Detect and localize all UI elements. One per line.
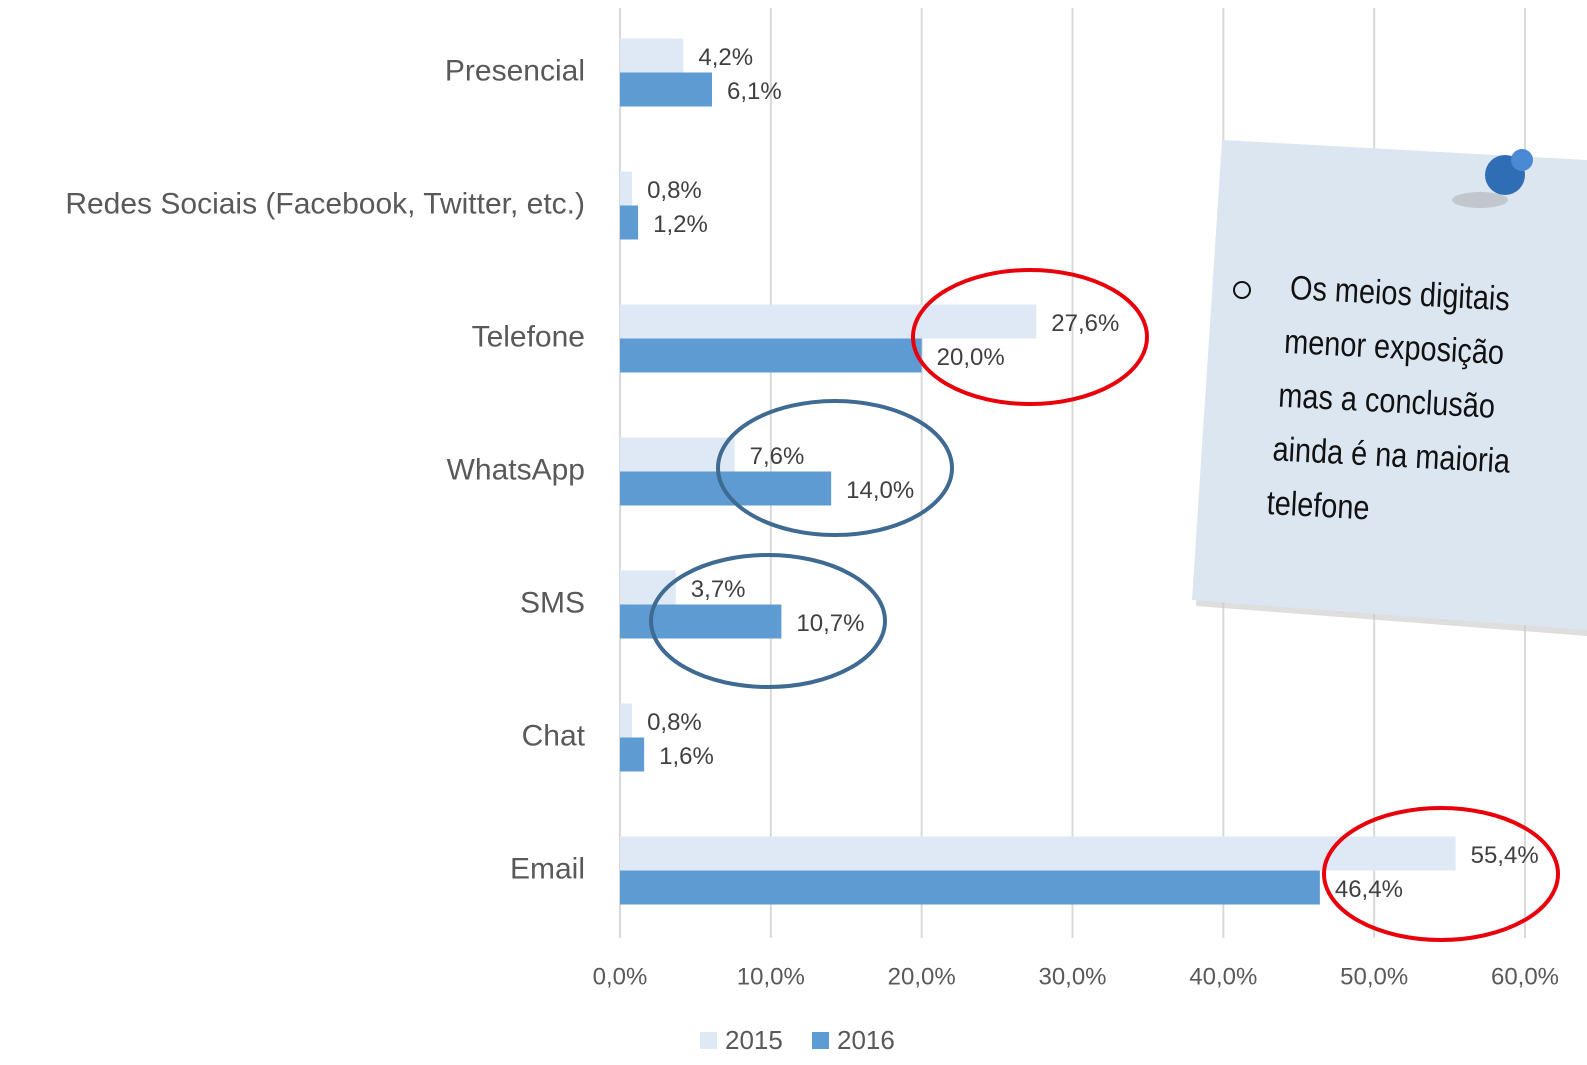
note-paper xyxy=(1192,140,1587,630)
y-tick-label: Telefone xyxy=(472,320,585,353)
value-label: 1,2% xyxy=(653,211,708,238)
y-tick-label: Email xyxy=(510,852,585,885)
bars: 4,2% 6,1% 0,8% 1,2% 27,6% 20,0% 7,6% 14,0% 3,7% 1… xyxy=(620,38,1539,905)
value-label: 3,7% xyxy=(691,576,746,603)
bar xyxy=(620,870,1320,905)
value-label: 14,0% xyxy=(846,477,914,504)
value-label: 1,6% xyxy=(659,743,714,770)
bar xyxy=(620,72,713,107)
value-label: 4,2% xyxy=(698,44,753,71)
y-tick-label: Presencial xyxy=(445,54,585,87)
bar xyxy=(620,171,633,206)
value-label: 7,6% xyxy=(750,443,805,470)
pin-head xyxy=(1511,149,1533,171)
value-label: 10,7% xyxy=(796,610,864,637)
highlight-ellipses xyxy=(649,268,1560,942)
x-tick-label: 60,0% xyxy=(1491,963,1559,990)
legend-label: 2016 xyxy=(837,1025,895,1055)
value-label: 27,6% xyxy=(1051,310,1119,337)
y-tick-label: Chat xyxy=(522,719,586,752)
y-tick-label: SMS xyxy=(520,586,585,619)
pin-shadow xyxy=(1452,192,1508,208)
bar xyxy=(620,338,922,373)
bar xyxy=(620,38,684,73)
value-label: 6,1% xyxy=(727,78,782,105)
x-tick-label: 50,0% xyxy=(1340,963,1408,990)
bar xyxy=(620,205,639,240)
highlight-ellipse xyxy=(649,553,887,689)
value-label: 0,8% xyxy=(647,177,702,204)
bar xyxy=(620,703,633,738)
x-tick-label: 20,0% xyxy=(888,963,956,990)
legend-label: 2015 xyxy=(725,1025,783,1055)
bar xyxy=(620,304,1037,339)
highlight-ellipse xyxy=(716,399,954,537)
x-tick-label: 0,0% xyxy=(593,963,648,990)
highlight-ellipse xyxy=(1322,806,1560,942)
legend-swatch xyxy=(700,1032,717,1049)
y-tick-label: Redes Sociais (Facebook, Twitter, etc.) xyxy=(65,187,585,220)
bar xyxy=(620,737,645,772)
value-label: 20,0% xyxy=(937,344,1005,371)
value-label: 0,8% xyxy=(647,709,702,736)
value-label: 46,4% xyxy=(1335,876,1403,903)
bar xyxy=(620,437,735,472)
x-tick-label: 30,0% xyxy=(1038,963,1106,990)
highlight-ellipse xyxy=(911,268,1149,406)
note-text: telefone xyxy=(1266,483,1371,527)
legend-swatch xyxy=(812,1032,829,1049)
y-tick-label: WhatsApp xyxy=(447,453,585,486)
x-tick-label: 40,0% xyxy=(1189,963,1257,990)
value-label: 55,4% xyxy=(1471,842,1539,869)
bar xyxy=(620,836,1456,871)
x-tick-label: 10,0% xyxy=(737,963,805,990)
bar xyxy=(620,604,782,639)
bullet xyxy=(1233,281,1251,299)
